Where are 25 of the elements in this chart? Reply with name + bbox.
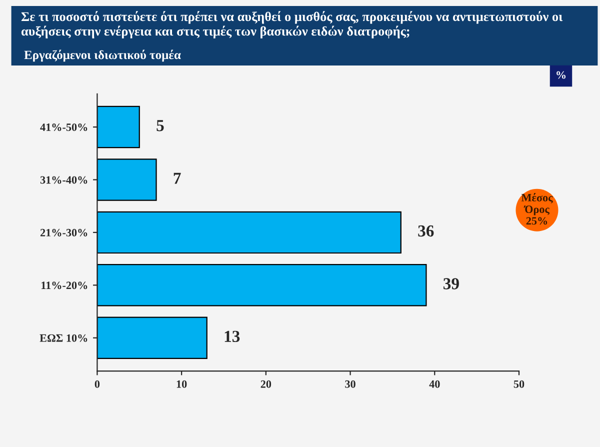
x-tick-label: 0	[94, 380, 100, 388]
y-tick-label: ΕΩΣ 10%	[40, 334, 88, 342]
x-tick-label: 20	[260, 380, 272, 388]
chart-title: Σε τι ποσοστό πιστεύετε ότι πρέπει να αυξηθεί ο μισθός σας, προκειμένου να αντιμετωπιστούν οι αυξήσεις στην ενέργεια και στις τιμές των βασικών ειδών διατροφής;	[21, 11, 563, 38]
bar	[97, 106, 140, 148]
bar	[97, 158, 157, 201]
bar	[97, 211, 402, 254]
y-tick-label: 41%-50%	[40, 123, 88, 132]
data-label: 13	[224, 330, 240, 342]
x-tick-label: 30	[345, 380, 356, 388]
chart-subtitle: Εργαζόμενοι ιδιωτικού τομέα	[24, 50, 181, 62]
x-tick-label: 50	[514, 380, 524, 388]
text: Μέσος Όρος 25%	[521, 193, 553, 225]
y-tick-label: 11%-20%	[42, 282, 88, 290]
y-tick-label: 31%-40%	[40, 176, 88, 184]
text: %	[556, 71, 566, 79]
data-label: 36	[418, 225, 434, 237]
data-label: 7	[174, 172, 181, 184]
data-label: 39	[444, 278, 459, 290]
y-tick-label: 21%-30%	[40, 228, 88, 236]
x-tick-label: 40	[429, 380, 440, 388]
x-tick-label: 10	[176, 380, 187, 388]
data-label: 5	[156, 120, 164, 132]
bar	[97, 264, 427, 306]
bar	[97, 316, 208, 359]
